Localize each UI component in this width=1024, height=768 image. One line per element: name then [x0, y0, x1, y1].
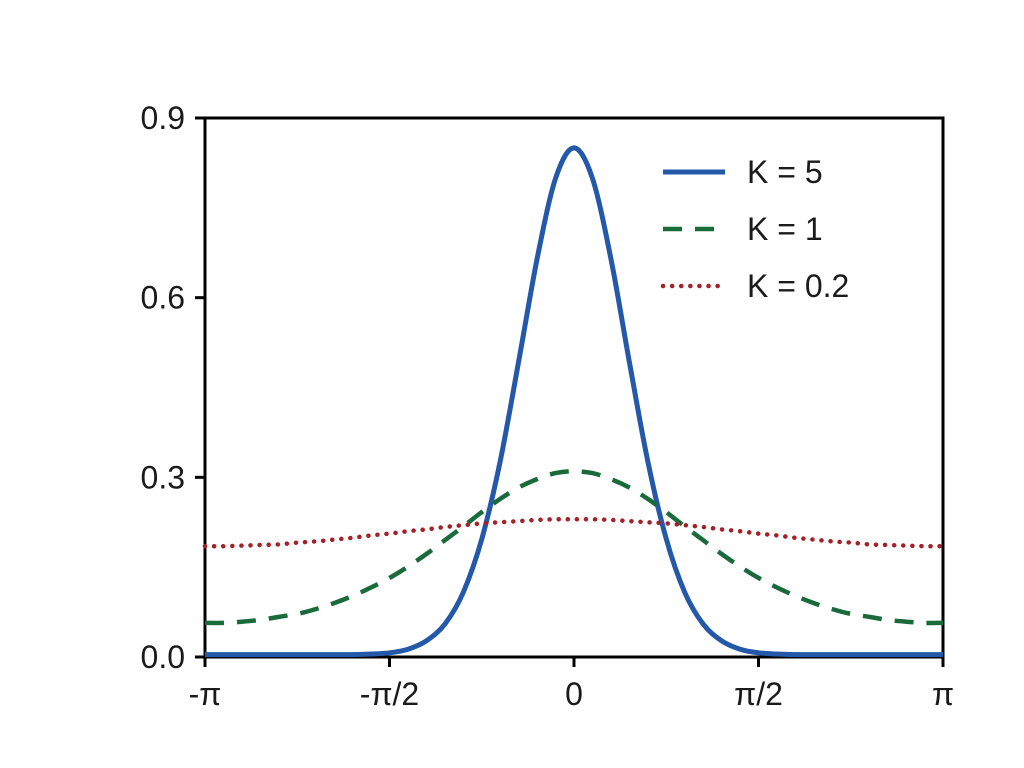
y-tick-label: 0.0 — [141, 639, 185, 675]
x-tick-label: -π — [189, 676, 222, 712]
legend-entry-k-1: K = 1 — [663, 211, 823, 247]
legend-entry-k-0.2: K = 0.2 — [660, 268, 849, 304]
legend-entry-k-5: K = 5 — [663, 154, 823, 190]
legend-label: K = 1 — [747, 211, 823, 247]
series-curves — [202, 145, 946, 658]
series-line-k-1 — [204, 469, 944, 626]
y-tick-label: 0.9 — [141, 100, 185, 136]
series-line-k-0.2 — [202, 517, 946, 549]
y-tick-label: 0.6 — [141, 280, 185, 316]
y-axis: 0.0 0.3 0.6 0.9 — [141, 100, 205, 675]
legend-label: K = 0.2 — [747, 268, 849, 304]
x-tick-label: π/2 — [734, 676, 783, 712]
x-tick-label: 0 — [565, 676, 583, 712]
legend: K = 5 K = 1 K = 0.2 — [660, 154, 849, 304]
plot-frame — [203, 116, 945, 659]
y-tick-label: 0.3 — [141, 459, 185, 495]
legend-label: K = 5 — [747, 154, 823, 190]
x-axis: -π -π/2 0 π/2 π — [189, 657, 954, 712]
x-tick-label: π — [932, 676, 954, 712]
series-line-k-5 — [205, 145, 943, 658]
x-tick-label: -π/2 — [360, 676, 419, 712]
